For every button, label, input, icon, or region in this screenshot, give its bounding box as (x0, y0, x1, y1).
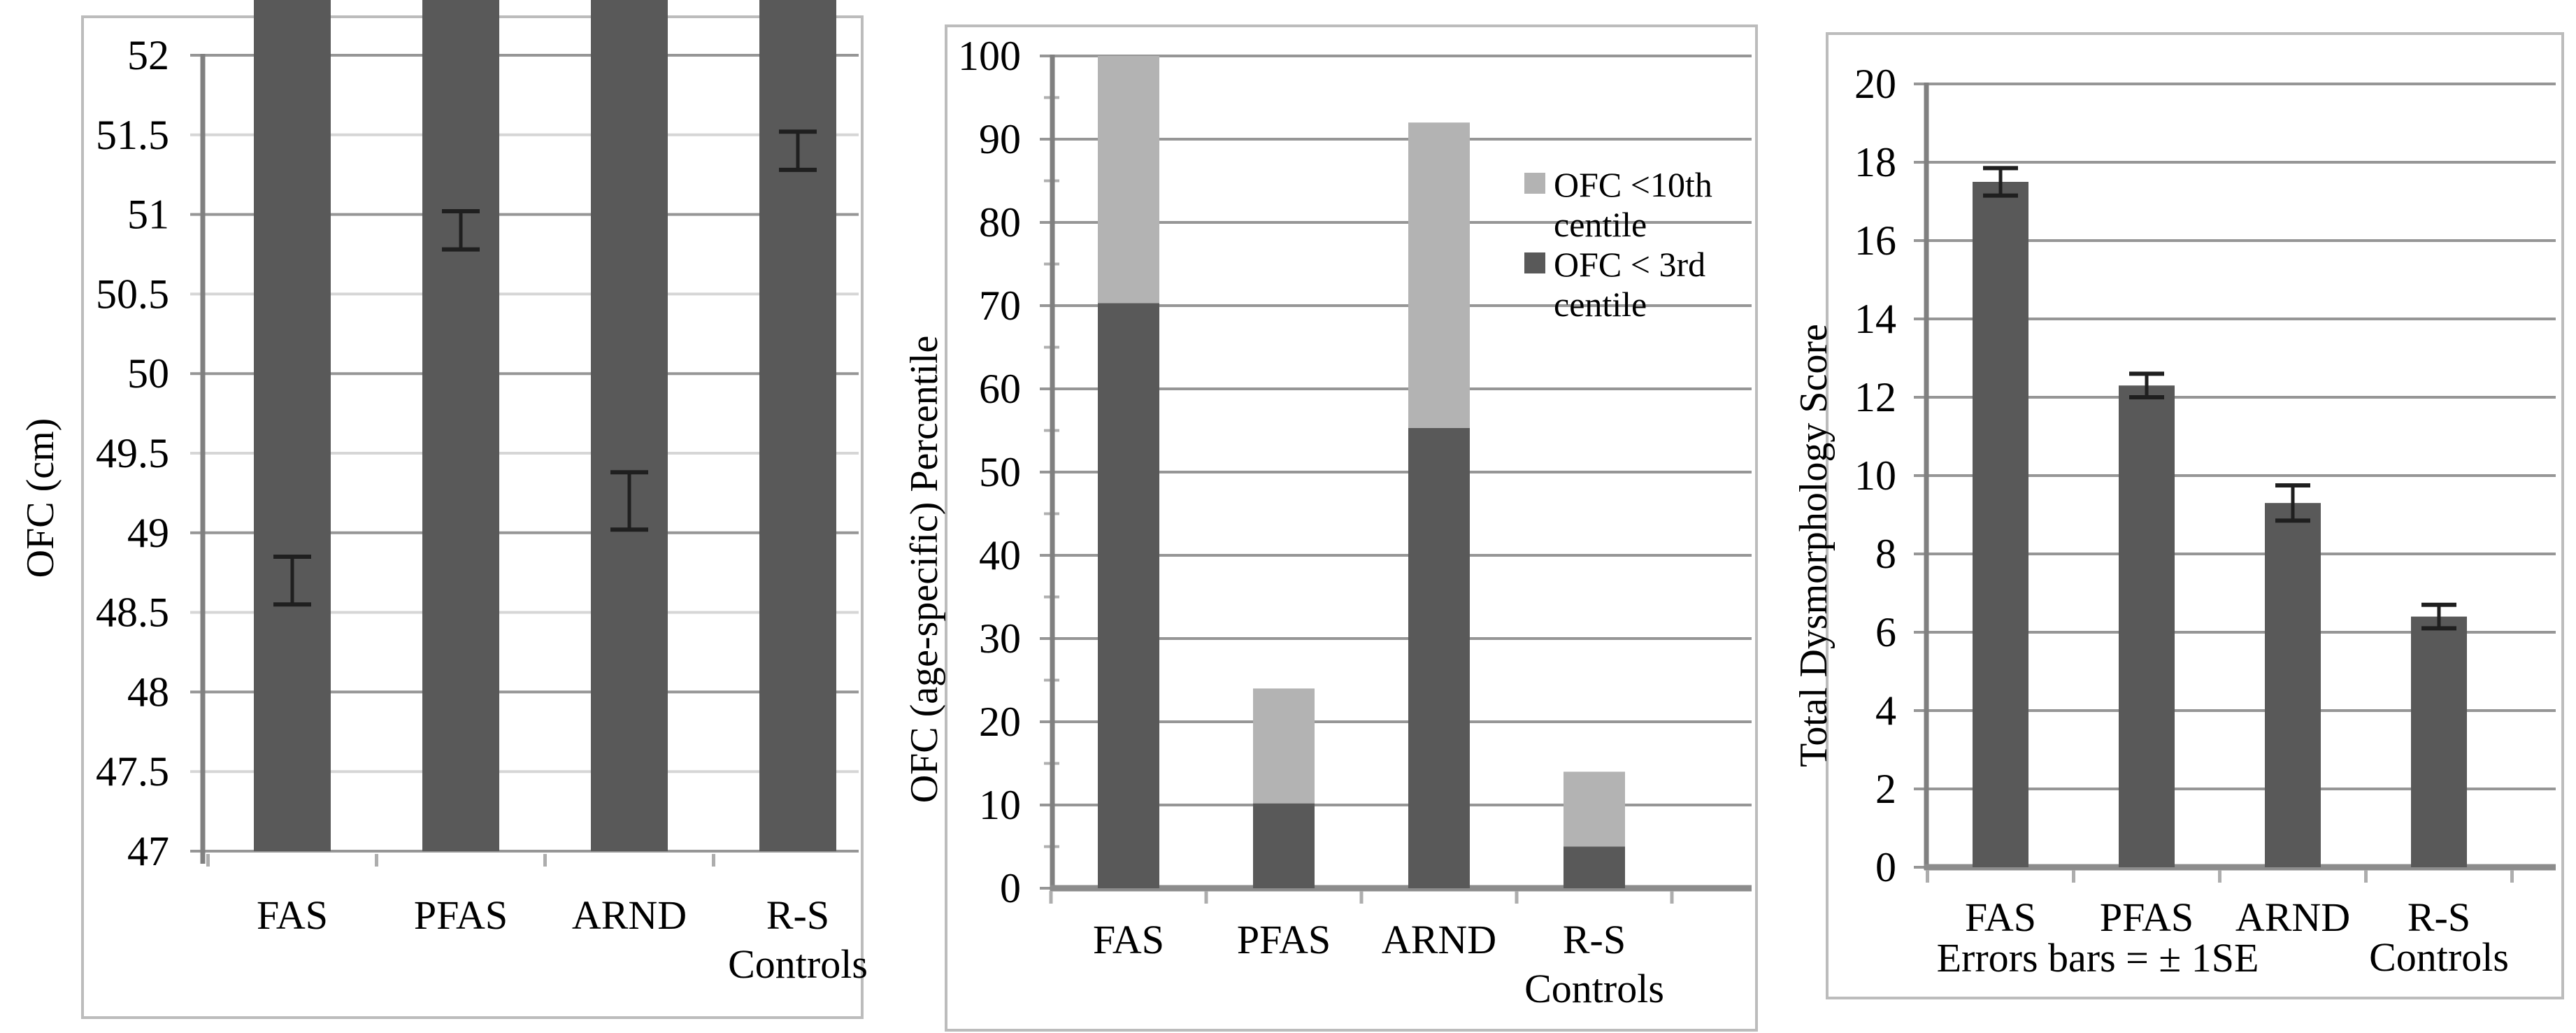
c3-ytick-label-0: 0 (1875, 844, 1896, 890)
error-bar-note: Errors bars = ± 1SE (1936, 935, 2259, 981)
c3-bar-PFAS (2119, 385, 2175, 867)
c3-category-label-FAS: FAS (1965, 895, 2036, 940)
c3-error-bar-ARND (2275, 483, 2310, 523)
c2-ytick-label-100: 100 (958, 33, 1021, 79)
c3-ytick-label-12: 12 (1854, 374, 1896, 420)
c3-bar-FAS (1973, 182, 2028, 867)
c3-error-bar-PFAS (2129, 371, 2164, 399)
c2-ytick-label-0: 0 (1000, 865, 1021, 911)
c2-category-label-R-S-Controls: R-S (1563, 917, 1626, 962)
c1-category-label-FAS: FAS (257, 892, 328, 938)
c2-bar-R-S-Controls-seg0 (1564, 846, 1625, 888)
legend-item-ofc-10th-centile: OFC <10th centile (1524, 165, 1712, 245)
c3-bar-ARND (2265, 503, 2321, 867)
c3-category-label-PFAS: PFAS (2100, 895, 2194, 940)
c3-bar-R-S-Controls (2411, 616, 2467, 867)
c1-category-label-ARND: ARND (572, 892, 687, 938)
c3-ytick-label-20: 20 (1854, 61, 1896, 107)
c2-bar-PFAS-seg0 (1253, 803, 1315, 888)
c1-bar-PFAS (422, 0, 499, 851)
c2-bar-PFAS-seg1 (1253, 688, 1315, 804)
c1-bar-FAS (254, 0, 331, 851)
c2-ytick-label-90: 90 (979, 116, 1021, 162)
c3-ytick-label-14: 14 (1854, 296, 1896, 342)
c3-ytick-label-18: 18 (1854, 139, 1896, 185)
c3-ytick-label-4: 4 (1875, 688, 1896, 734)
c2-bar-ARND-seg0 (1408, 427, 1470, 888)
legend-swatch-dark-icon (1524, 252, 1545, 273)
c1-ytick-label-48.5: 48.5 (96, 590, 169, 636)
c2-category-label2-R-S-Controls: Controls (1524, 966, 1664, 1011)
chart-ofc-age-specific-percentile: 0 10 20 30 40 50 60 70 80 90 100 FAS PFAS ARND R-SCont… (945, 24, 1758, 1032)
y-axis-title-ofc-cm: OFC (cm) (19, 418, 62, 578)
y-axis-title-ofc-percentile: OFC (age-specific) Percentile (903, 335, 946, 804)
c3-error-bar-FAS (1983, 166, 2018, 198)
c3-panel-border (1826, 32, 2564, 999)
c2-ytick-label-70: 70 (979, 283, 1021, 329)
c3-ytick-label-10: 10 (1854, 453, 1896, 499)
c3-category-label-ARND: ARND (2235, 895, 2350, 940)
c1-ytick-label-51: 51 (127, 192, 169, 238)
c1-category-label-PFAS: PFAS (414, 892, 508, 938)
c2-ytick-label-80: 80 (979, 199, 1021, 245)
c1-error-bar-PFAS (442, 209, 480, 252)
c3-category-label2-R-S-Controls: Controls (2369, 934, 2509, 980)
c1-ytick-label-51.5: 51.5 (96, 112, 169, 158)
c1-error-bar-ARND (610, 470, 648, 532)
legend-item-ofc-3rd-centile: OFC < 3rd centile (1524, 245, 1712, 325)
c2-ytick-label-20: 20 (979, 699, 1021, 745)
legend-swatch-light-icon (1524, 173, 1545, 194)
chart-ofc-cm-: 47 47.5 48 48.5 49 49.5 50 50.5 51 51.5 52 FAS PFAS A… (81, 0, 868, 1019)
c1-error-bar-R-S-Controls (779, 129, 817, 172)
c1-ytick-label-50: 50 (127, 350, 169, 397)
c1-error-bar-FAS (273, 554, 311, 607)
c2-category-label-ARND: ARND (1382, 917, 1496, 962)
c3-ytick-label-8: 8 (1875, 531, 1896, 577)
c2-ytick-label-60: 60 (979, 366, 1021, 412)
c1-bar-R-S-Controls (759, 0, 836, 851)
c2-category-label-FAS: FAS (1093, 917, 1164, 962)
c2-ytick-label-30: 30 (979, 615, 1021, 662)
c1-ytick-label-49: 49 (127, 510, 169, 556)
c2-ytick-label-10: 10 (979, 782, 1021, 828)
legend: OFC <10th centile OFC < 3rd centile (1524, 165, 1712, 325)
c3-ytick-label-16: 16 (1854, 218, 1896, 264)
c1-bar-ARND (591, 0, 668, 851)
c3-ytick-label-2: 2 (1875, 766, 1896, 812)
c3-category-label-R-S-Controls: R-S (2407, 895, 2470, 940)
c1-ytick-label-52: 52 (127, 32, 169, 78)
c3-error-bar-R-S-Controls (2421, 602, 2456, 631)
c2-bar-ARND-seg1 (1408, 122, 1470, 428)
c2-ytick-label-50: 50 (979, 449, 1021, 495)
c2-bar-FAS-seg1 (1098, 56, 1159, 304)
c2-panel-border (945, 24, 1758, 1032)
c1-ytick-label-48: 48 (127, 669, 169, 715)
c1-ytick-label-49.5: 49.5 (96, 430, 169, 476)
y-axis-title-total-dysmorphology-score: Total Dysmorphology Score (1792, 324, 1836, 767)
c1-ytick-label-47.5: 47.5 (96, 748, 169, 795)
c1-ytick-label-50.5: 50.5 (96, 271, 169, 317)
c2-category-label-PFAS: PFAS (1237, 917, 1331, 962)
c2-bar-FAS-seg0 (1098, 303, 1159, 888)
c1-category-label2-R-S-Controls: Controls (728, 941, 868, 987)
c3-ytick-label-6: 6 (1875, 609, 1896, 655)
legend-label-ofc-3rd: OFC < 3rd centile (1554, 245, 1706, 324)
c2-bar-R-S-Controls-seg1 (1564, 771, 1625, 847)
legend-label-ofc-10th: OFC <10th centile (1554, 165, 1712, 244)
c1-category-label-R-S-Controls: R-S (766, 892, 829, 938)
c2-ytick-label-40: 40 (979, 532, 1021, 578)
c1-ytick-label-47: 47 (127, 828, 169, 874)
